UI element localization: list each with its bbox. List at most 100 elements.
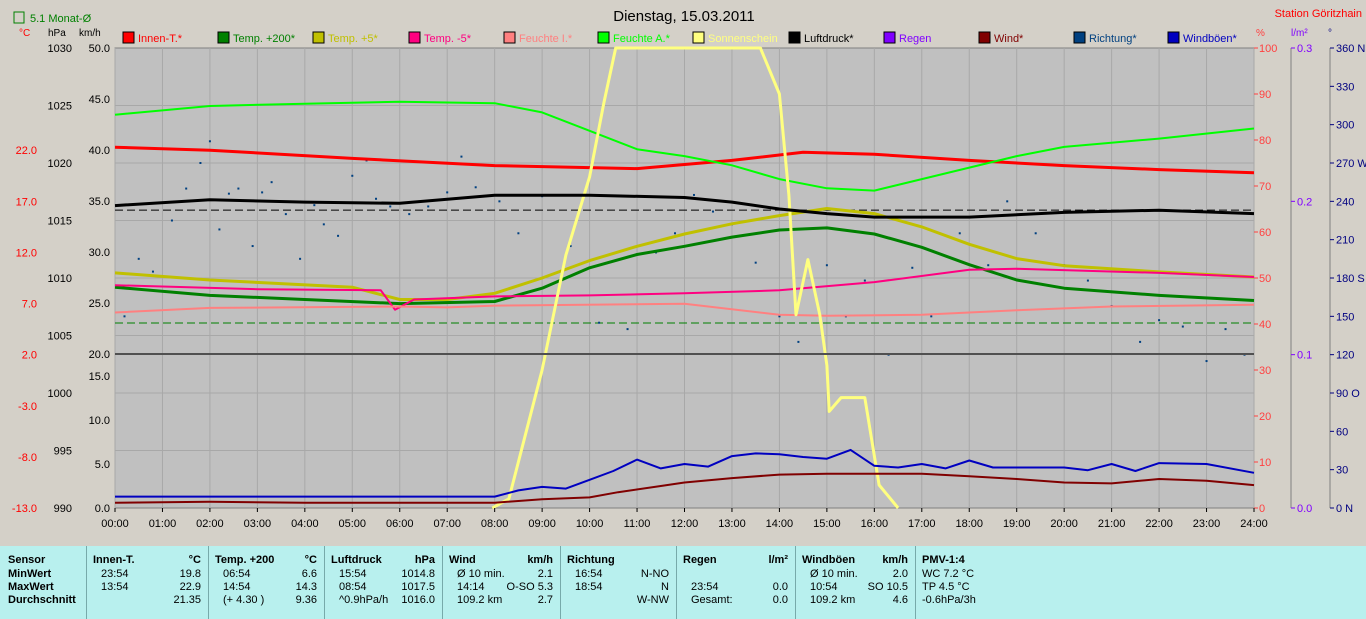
direction-axis: 360 N 330 300 270 W 240 210 180 S 150 120 90 O 60 3…: [1330, 43, 1366, 515]
table-cell-label: 15:54: [339, 568, 367, 580]
direction-dot: [1006, 200, 1009, 203]
table-cell-value: 2.0: [892, 568, 908, 580]
direction-dot: [185, 187, 188, 190]
pressure-unit: hPa: [48, 28, 66, 39]
x-tick-label: 12:00: [671, 518, 699, 530]
legend-label: Temp. +200*: [233, 33, 296, 45]
x-tick-label: 04:00: [291, 518, 319, 530]
x-tick-label: 01:00: [149, 518, 177, 530]
table-cell-value: 1017.5: [401, 581, 435, 593]
speed-unit: km/h: [79, 28, 101, 39]
temp-tick-label: 2.0: [22, 350, 37, 362]
row-label-avg: Durchschnitt: [8, 594, 76, 606]
percent-tick-label: 50: [1259, 273, 1271, 285]
direction-dot: [1158, 319, 1161, 322]
rain-unit: l/m²: [1291, 28, 1308, 39]
temp-tick-label: 12.0: [16, 247, 37, 259]
direction-dot: [218, 228, 221, 231]
table-cell-value: 22.9: [179, 581, 201, 593]
direction-dot: [1034, 232, 1037, 235]
legend-swatch: [122, 31, 135, 44]
pressure-tick-label: 990: [54, 503, 72, 515]
table-cell-value: 2.7: [537, 594, 553, 606]
column-title: Windböen: [802, 554, 856, 566]
x-tick-label: 09:00: [528, 518, 556, 530]
speed-lower-tick-label: 0.0: [95, 503, 110, 515]
table-column: Regen l/m² 23:54 0.0 Gesamt: 0.0: [676, 546, 796, 619]
direction-dot: [626, 328, 629, 331]
table-cell-label: Gesamt:: [691, 594, 733, 606]
table-cell-label: 109.2 km: [810, 594, 856, 606]
x-tick-label: 00:00: [101, 518, 129, 530]
temp-tick-label: -13.0: [12, 503, 37, 515]
direction-dot: [711, 210, 714, 213]
table-cell-label: -0.6hPa/3h: [922, 594, 976, 606]
legend-swatch: [883, 31, 896, 44]
table-cell-label: 18:54: [575, 581, 603, 593]
series-sonnenschein: [491, 46, 900, 510]
direction-dot: [754, 261, 757, 264]
percent-tick-label: 10: [1259, 457, 1271, 469]
direction-dot: [797, 340, 800, 343]
legend-swatch: [1073, 31, 1086, 44]
table-cell-value: 19.8: [179, 568, 201, 580]
pressure-tick-label: 1010: [48, 273, 72, 285]
x-tick-label: 16:00: [861, 518, 889, 530]
direction-tick-label: 120: [1336, 350, 1354, 362]
direction-dot: [299, 257, 302, 260]
x-tick-label: 11:00: [624, 518, 651, 530]
x-tick-label: 19:00: [1003, 518, 1031, 530]
table-cell-label: TP 4.5 °C: [922, 581, 970, 593]
direction-dot: [1181, 325, 1184, 328]
column-title: Richtung: [567, 554, 615, 566]
speed-upper-tick-label: 35.0: [89, 196, 110, 208]
column-title: Luftdruck: [331, 554, 382, 566]
direction-dot: [261, 191, 264, 194]
table-cell-label: Ø 10 min.: [810, 568, 858, 580]
legend-swatch: [788, 31, 801, 44]
temp-unit: °C: [19, 28, 30, 39]
row-labels: Sensor MinWert MaxWert Durchschnitt: [0, 546, 86, 619]
percent-tick-label: 100: [1259, 43, 1277, 55]
speed-lower-tick-label: 15.0: [89, 371, 110, 383]
direction-dot: [460, 155, 463, 158]
direction-dot: [322, 223, 325, 226]
table-cell-value: 9.36: [295, 594, 317, 606]
rain-tick-label: 0.0: [1297, 503, 1312, 515]
direction-dot: [930, 315, 933, 318]
direction-dot: [337, 234, 340, 237]
weather-chart: 22.017.012.07.02.0-3.0-8.0-13.0 10301025…: [11, 8, 1366, 530]
direction-dot: [569, 245, 572, 248]
percent-unit: %: [1256, 28, 1265, 39]
percent-tick-label: 70: [1259, 181, 1271, 193]
pressure-axis: 1030 1025 1020 1015 1010 1005 1000 995 990: [48, 43, 72, 515]
direction-tick-label: 330: [1336, 81, 1354, 93]
table-column: Richtung 16:54 N-NO 18:54 N W-NW: [560, 546, 677, 619]
x-tick-label: 10:00: [576, 518, 604, 530]
station-name: Station Göritzhain: [1275, 8, 1362, 20]
legend-swatch: [217, 31, 230, 44]
direction-tick-label: 360 N: [1336, 43, 1365, 55]
pressure-tick-label: 1000: [48, 388, 72, 400]
speed-lower-tick-label: 5.0: [95, 459, 110, 471]
direction-dot: [778, 315, 781, 318]
column-unit: km/h: [882, 554, 908, 566]
table-column: Innen-T. °C 23:54 19.8 13:54 22.9 21.35: [86, 546, 209, 619]
legend-swatch: [978, 31, 991, 44]
direction-dot: [1205, 360, 1208, 363]
direction-tick-label: 150: [1336, 311, 1354, 323]
direction-dot: [598, 321, 601, 324]
temp-tick-label: -3.0: [18, 401, 37, 413]
pressure-tick-label: 1015: [48, 216, 72, 228]
legend-label: Innen-T.*: [138, 33, 183, 45]
table-cell-label: 23:54: [101, 568, 129, 580]
legend: Innen-T.* Temp. +200* Temp. +5* Temp. -5* Fe…: [122, 31, 1238, 45]
series-windb-en: [115, 448, 1255, 498]
temp-tick-label: 22.0: [16, 145, 37, 157]
x-axis: 00:00 01:00 02:00 03:00 04:00 05:00 06:00 07:00…: [101, 508, 1268, 530]
direction-dot: [958, 232, 961, 235]
x-tick-label: 08:00: [481, 518, 509, 530]
pressure-tick-label: 1030: [48, 43, 72, 55]
legend-swatch: [503, 31, 516, 44]
x-tick-label: 06:00: [386, 518, 414, 530]
